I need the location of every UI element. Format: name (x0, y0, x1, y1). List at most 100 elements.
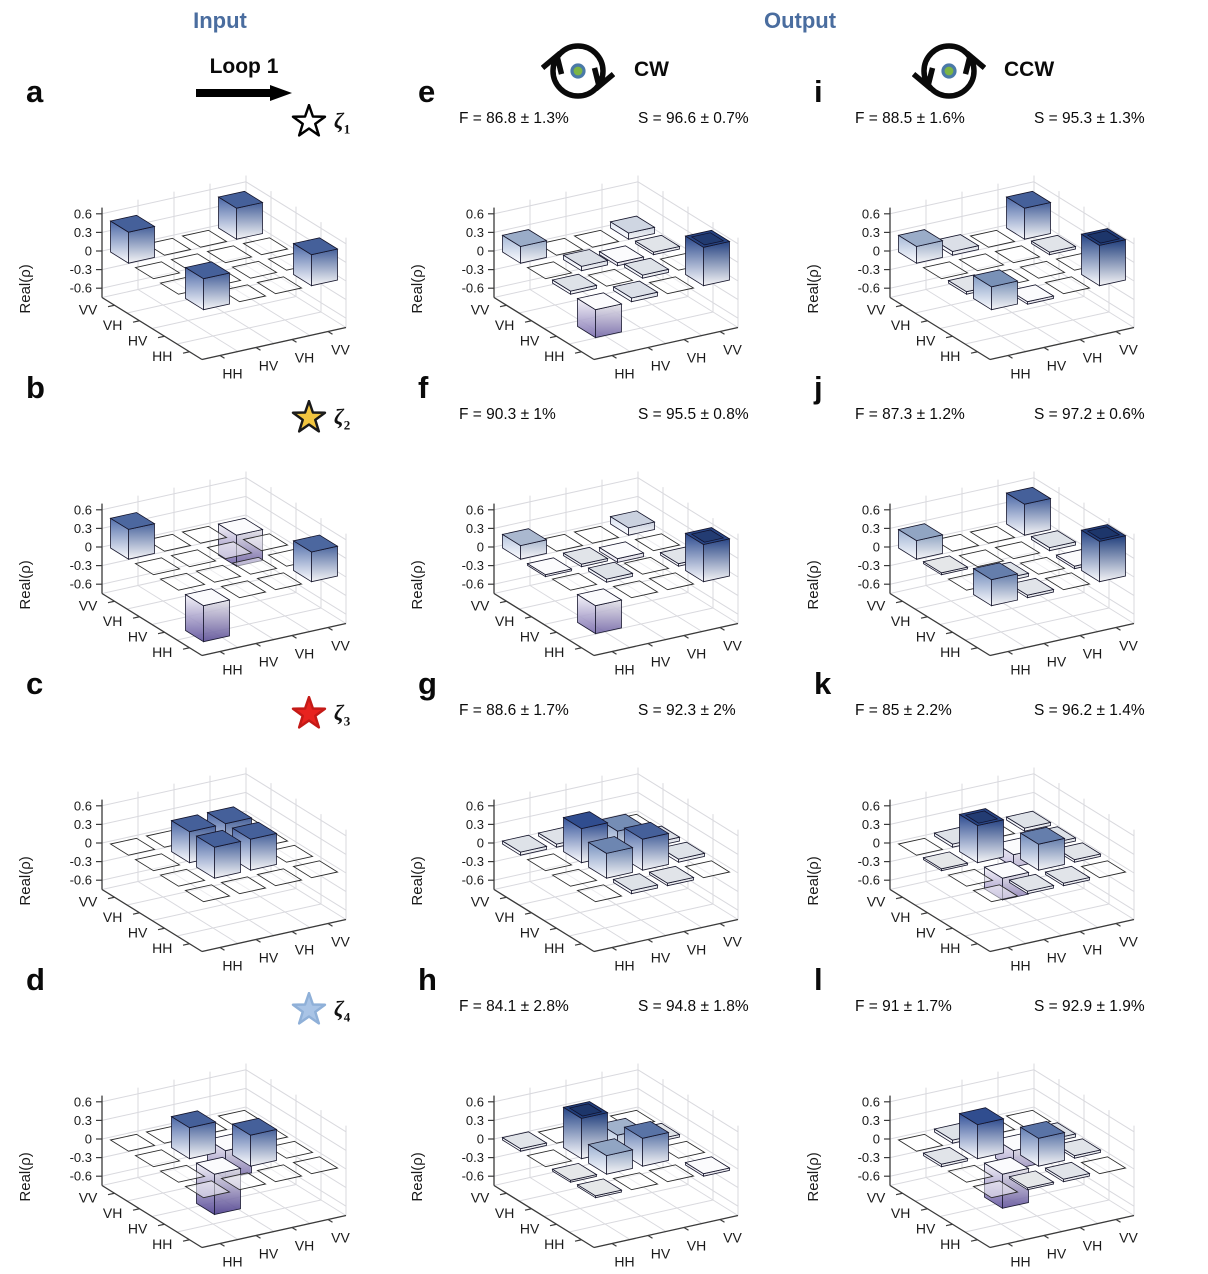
svg-text:HH: HH (222, 365, 242, 381)
svg-text:HH: HH (1010, 1253, 1030, 1269)
svg-text:0.3: 0.3 (74, 521, 92, 536)
input-state-marker: ζ4 (290, 992, 400, 1032)
svg-text:VH: VH (1083, 941, 1102, 957)
svg-text:0: 0 (85, 1132, 92, 1147)
panel-letter-l: l (814, 962, 823, 997)
svg-text:HH: HH (544, 348, 564, 364)
svg-text:VV: VV (79, 1190, 98, 1206)
svg-text:-0.6: -0.6 (70, 577, 92, 592)
panel-f: f F = 90.3 ± 1% S = 95.5 ± 0.8% 0.6 0.3 0 -0.3… (402, 370, 798, 680)
svg-text:0.3: 0.3 (466, 521, 484, 536)
panel-j: j F = 87.3 ± 1.2% S = 97.2 ± 0.6% 0.6 0.3 0 -0… (798, 370, 1194, 680)
svg-text:0.6: 0.6 (862, 502, 880, 517)
cw-label: CW (634, 58, 669, 81)
port-dot (570, 63, 586, 79)
svg-text:-0.3: -0.3 (462, 1150, 484, 1165)
svg-text:0.3: 0.3 (74, 1113, 92, 1128)
svg-text:VV: VV (1119, 637, 1138, 653)
z-axis-title: Real(ρ) (17, 856, 34, 905)
svg-text:HV: HV (651, 949, 671, 965)
svg-text:HV: HV (259, 357, 279, 373)
ccw-rotation-icon (912, 43, 986, 99)
panel-c: c ζ3 0.6 0.3 0 -0.3 -0.6 HH HV VH VV HH HV VH VV Real(ρ… (10, 666, 406, 976)
star-icon (291, 104, 327, 137)
svg-text:VH: VH (891, 613, 910, 629)
svg-text:-0.3: -0.3 (858, 1150, 880, 1165)
svg-text:HH: HH (940, 940, 960, 956)
svg-text:VH: VH (103, 1205, 122, 1221)
svg-text:VV: VV (723, 933, 742, 949)
svg-text:HV: HV (1047, 1245, 1067, 1261)
svg-text:0.3: 0.3 (862, 1113, 880, 1128)
purity-value: S = 94.8 ± 1.8% (638, 998, 749, 1015)
svg-text:-0.3: -0.3 (70, 1150, 92, 1165)
svg-text:VH: VH (103, 613, 122, 629)
panel-i: i F = 88.5 ± 1.6% S = 95.3 ± 1.3% 0.6 0.3 0 -0… (798, 74, 1194, 384)
panel-letter-k: k (814, 666, 832, 701)
svg-text:VH: VH (687, 645, 706, 661)
svg-text:VH: VH (495, 909, 514, 925)
loop-1-label: Loop 1 (209, 55, 279, 78)
svg-text:0.6: 0.6 (862, 798, 880, 813)
purity-value: S = 92.9 ± 1.9% (1034, 998, 1145, 1015)
svg-text:-0.6: -0.6 (858, 873, 880, 888)
svg-text:HV: HV (916, 333, 936, 349)
svg-text:0.3: 0.3 (862, 521, 880, 536)
svg-text:0.3: 0.3 (74, 225, 92, 240)
svg-text:HH: HH (940, 348, 960, 364)
panel-d: d ζ4 0.6 0.3 0 -0.3 -0.6 HH HV VH VV HH HV VH VV Real(ρ… (10, 962, 406, 1272)
svg-text:HH: HH (1010, 957, 1030, 973)
purity-value: S = 95.3 ± 1.3% (1034, 110, 1145, 127)
svg-text:0.3: 0.3 (74, 817, 92, 832)
fidelity-value: F = 88.6 ± 1.7% (459, 702, 569, 719)
svg-text:HH: HH (940, 1236, 960, 1252)
svg-text:HH: HH (1010, 661, 1030, 677)
svg-text:-0.6: -0.6 (70, 281, 92, 296)
panel-l: l F = 91 ± 1.7% S = 92.9 ± 1.9% 0.6 0.3 0 -0.3… (798, 962, 1194, 1272)
panel-b: b ζ2 0.6 0.3 0 -0.3 -0.6 HH HV VH VV HH HV VH VV Real(ρ… (10, 370, 406, 680)
svg-text:VV: VV (331, 341, 350, 357)
fidelity-value: F = 91 ± 1.7% (855, 998, 952, 1015)
svg-text:HV: HV (520, 333, 540, 349)
svg-text:HV: HV (1047, 949, 1067, 965)
svg-text:-0.6: -0.6 (462, 873, 484, 888)
svg-text:-0.3: -0.3 (858, 558, 880, 573)
purity-value: S = 95.5 ± 0.8% (638, 406, 749, 423)
svg-text:0: 0 (873, 1132, 880, 1147)
z-axis-title: Real(ρ) (805, 1152, 822, 1201)
svg-text:HH: HH (152, 644, 172, 660)
ccw-label: CCW (1004, 58, 1055, 81)
panel-letter-j: j (814, 370, 823, 405)
svg-text:HH: HH (544, 644, 564, 660)
svg-text:VV: VV (867, 598, 886, 614)
svg-text:HV: HV (651, 653, 671, 669)
input-column-title: Input (193, 8, 247, 33)
svg-text:0: 0 (873, 540, 880, 555)
panel-letter-h: h (418, 962, 437, 997)
svg-text:0: 0 (85, 836, 92, 851)
svg-text:VH: VH (891, 909, 910, 925)
svg-text:-0.3: -0.3 (858, 262, 880, 277)
svg-text:HV: HV (259, 1245, 279, 1261)
z-axis-title: Real(ρ) (17, 1152, 34, 1201)
svg-text:0.6: 0.6 (466, 1094, 484, 1109)
svg-text:HV: HV (916, 1221, 936, 1237)
panel-letter-e: e (418, 74, 436, 109)
z-axis-title: Real(ρ) (409, 1152, 426, 1201)
svg-text:0: 0 (477, 540, 484, 555)
svg-text:VV: VV (79, 302, 98, 318)
svg-text:VV: VV (331, 1229, 350, 1245)
svg-text:HH: HH (614, 957, 634, 973)
svg-text:VH: VH (495, 317, 514, 333)
svg-text:-0.3: -0.3 (462, 854, 484, 869)
fidelity-value: F = 88.5 ± 1.6% (855, 110, 965, 127)
svg-text:0: 0 (85, 244, 92, 259)
svg-text:HV: HV (1047, 357, 1067, 373)
svg-text:VV: VV (1119, 341, 1138, 357)
svg-text:VV: VV (471, 302, 490, 318)
